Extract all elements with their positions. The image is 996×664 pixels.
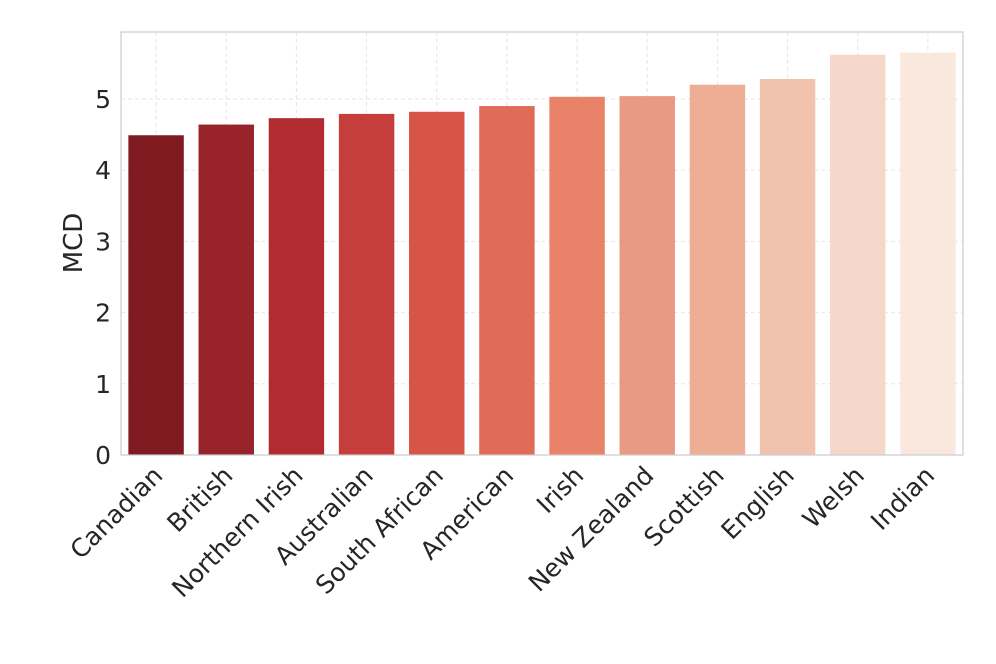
x-tick-label: Indian xyxy=(865,461,940,536)
bar-irish xyxy=(549,96,605,455)
bar-welsh xyxy=(830,54,886,456)
bar-northern-irish xyxy=(268,118,325,456)
bar-indian xyxy=(900,52,956,455)
bar-scottish xyxy=(689,84,746,456)
y-tick-label: 3 xyxy=(95,227,111,256)
y-tick-label: 1 xyxy=(95,370,111,399)
x-tick-label: Welsh xyxy=(797,461,870,534)
x-tick-label: Canadian xyxy=(64,461,168,565)
bar-south-african xyxy=(409,111,465,456)
bar-canadian xyxy=(128,135,184,455)
y-tick-label: 0 xyxy=(95,441,111,470)
x-tick-label: Irish xyxy=(531,461,589,519)
bar-new-zealand xyxy=(619,96,675,455)
bar-english xyxy=(759,79,816,455)
bar-british xyxy=(198,124,254,456)
x-tick-label: English xyxy=(715,461,799,545)
y-tick-label: 2 xyxy=(95,299,111,328)
y-tick-labels: 0 1 2 3 4 5 xyxy=(95,85,111,470)
x-tick-label: New Zealand xyxy=(523,461,660,598)
y-tick-label: 5 xyxy=(95,85,111,114)
y-axis-label: MCD xyxy=(59,213,89,274)
bar-australian xyxy=(338,113,395,456)
plot-frame xyxy=(120,31,964,456)
bars xyxy=(128,52,956,456)
y-tick-label: 4 xyxy=(95,156,111,185)
bar-american xyxy=(479,106,535,455)
